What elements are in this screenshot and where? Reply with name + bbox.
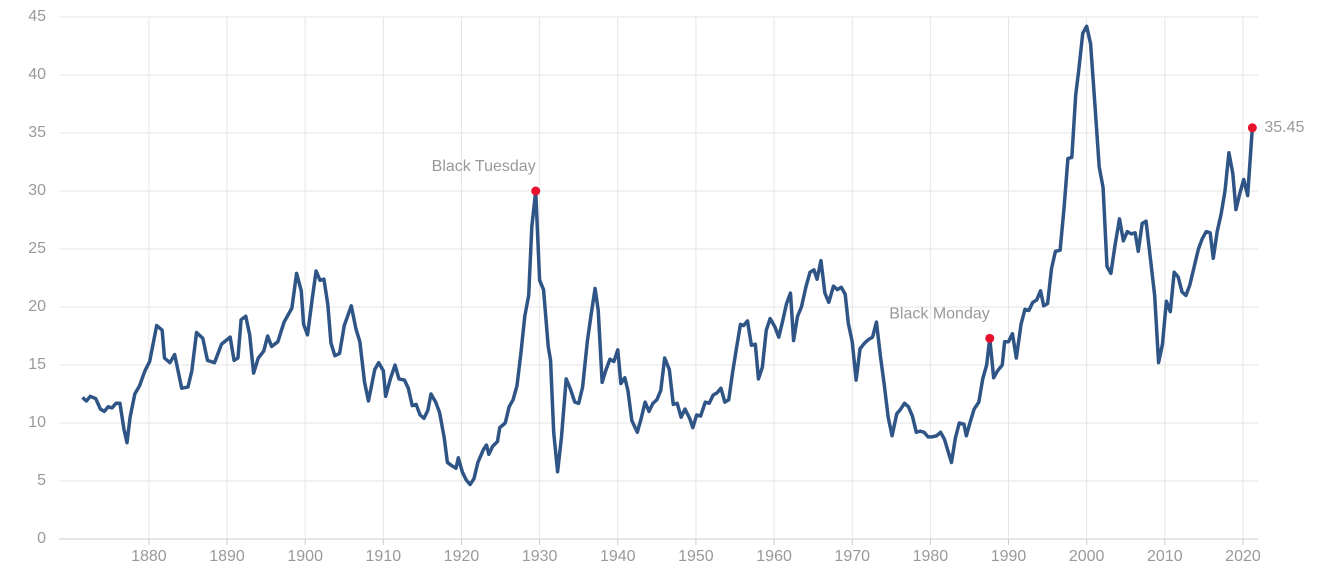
x-tick-label: 2020 xyxy=(1225,548,1261,565)
annotation-label: 35.45 xyxy=(1264,119,1304,136)
annotation-point xyxy=(531,186,541,196)
y-tick-label: 20 xyxy=(28,298,46,315)
x-tick-label: 1950 xyxy=(678,548,714,565)
x-tick-label: 1970 xyxy=(834,548,870,565)
y-tick-label: 10 xyxy=(28,414,46,431)
x-tick-label: 1920 xyxy=(444,548,480,565)
y-tick-label: 15 xyxy=(28,356,46,373)
x-tick-label: 1880 xyxy=(131,548,167,565)
annotation-point xyxy=(985,333,995,343)
y-tick-label: 25 xyxy=(28,240,46,257)
x-tick-label: 1980 xyxy=(913,548,949,565)
annotation-label: Black Monday xyxy=(889,306,990,323)
y-tick-label: 5 xyxy=(37,472,46,489)
x-tick-label: 1990 xyxy=(991,548,1027,565)
y-tick-label: 40 xyxy=(28,66,46,83)
x-tick-label: 1900 xyxy=(287,548,323,565)
x-tick-label: 1890 xyxy=(209,548,245,565)
line-series xyxy=(81,24,1255,487)
y-tick-label: 0 xyxy=(37,530,46,547)
annotation-label: Black Tuesday xyxy=(432,158,536,175)
x-tick-label: 2000 xyxy=(1069,548,1105,565)
x-tick-label: 1930 xyxy=(522,548,558,565)
x-tick-label: 1940 xyxy=(600,548,636,565)
y-tick-label: 35 xyxy=(28,124,46,141)
annotation-point xyxy=(1247,123,1257,133)
x-tick-label: 1960 xyxy=(756,548,792,565)
y-tick-label: 30 xyxy=(28,182,46,199)
x-tick-label: 2010 xyxy=(1147,548,1183,565)
x-tick-label: 1910 xyxy=(366,548,402,565)
y-tick-label: 45 xyxy=(28,8,46,25)
